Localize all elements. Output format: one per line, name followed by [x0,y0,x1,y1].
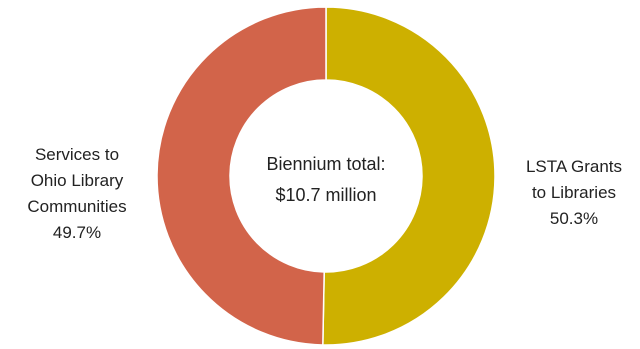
center-text-line-2: $10.7 million [275,185,376,205]
slice-1 [156,6,327,346]
slice-label-services-line-1: Services to [35,145,119,164]
slice-label-lsta-line-1: LSTA Grants [526,157,622,176]
slice-percent-services: 49.7% [53,223,101,242]
slices-group [156,6,496,346]
slice-percent-lsta: 50.3% [550,209,598,228]
slice-label-lsta-line-2: to Libraries [532,183,616,202]
slice-label-services-line-3: Communities [27,197,126,216]
slice-label-services-line-2: Ohio Library [31,171,124,190]
center-text-line-1: Biennium total: [266,154,385,174]
slice-0 [322,6,496,346]
